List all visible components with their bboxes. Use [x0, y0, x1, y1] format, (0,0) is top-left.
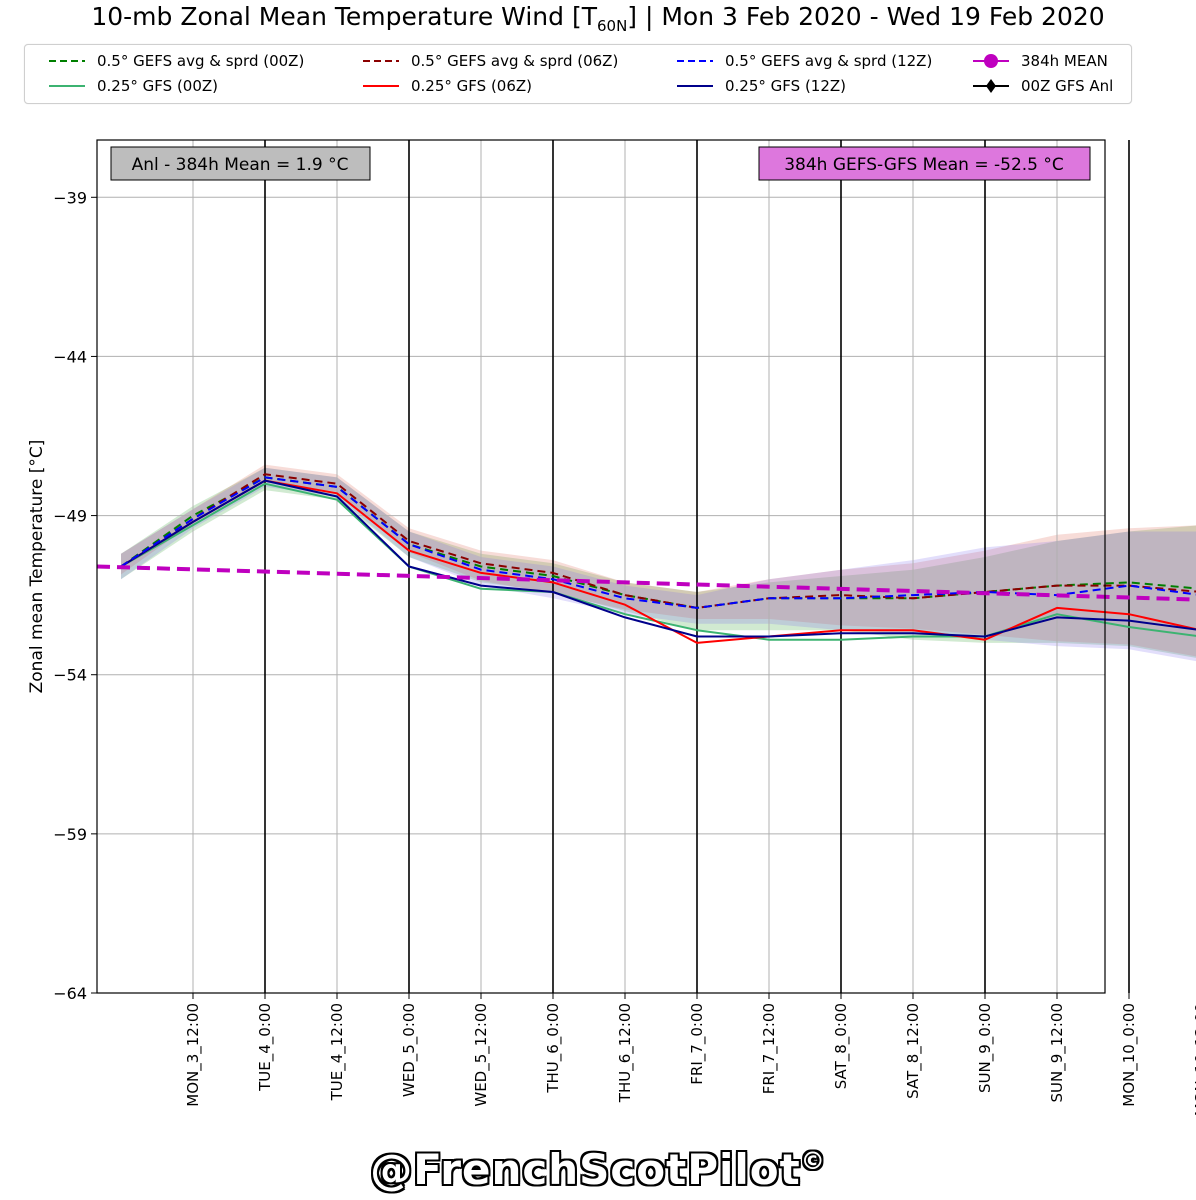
x-tick-label: FRI_7_12:00	[760, 1003, 779, 1094]
spread-bands	[121, 464, 1196, 662]
series-line	[120, 476, 1196, 609]
legend-label: 0.5° GEFS avg & sprd (12Z)	[725, 52, 933, 70]
legend-item: 00Z GFS Anl	[971, 75, 1113, 97]
x-tick-label: TUE_4_12:00	[328, 1003, 347, 1101]
legend-label: 384h MEAN	[1021, 52, 1108, 70]
annotation-box-anl	[110, 146, 371, 181]
legend-label: 0.25° GFS (00Z)	[97, 77, 219, 95]
legend-swatch	[363, 60, 399, 62]
annotation-anl-mean: Anl - 384h Mean = 1.9 °C	[132, 155, 349, 175]
watermark: @FrenchScotPilot©	[0, 1145, 1196, 1194]
y-tick-label: −54	[53, 666, 87, 685]
legend-label: 0.25° GFS (12Z)	[725, 77, 847, 95]
legend-swatch	[677, 85, 713, 87]
legend-label: 0.25° GFS (06Z)	[411, 77, 533, 95]
y-tick-label: −64	[53, 984, 87, 1003]
legend-item: 0.25° GFS (06Z)	[361, 75, 532, 97]
annotations: Anl - 384h Mean = 1.9 °C 384h GEFS-GFS Me…	[110, 146, 1091, 181]
legend-swatch	[973, 79, 1009, 93]
plot-frame	[96, 139, 1106, 994]
y-tick-label: −49	[53, 507, 87, 526]
legend-item: 384h MEAN	[971, 50, 1108, 72]
spread-band	[121, 464, 1196, 657]
legend-item: 0.5° GEFS avg & sprd (00Z)	[47, 50, 304, 72]
legend-swatch	[49, 60, 85, 62]
legend-swatch	[677, 60, 713, 62]
x-tick-label: THU_6_12:00	[616, 1003, 635, 1103]
annotation-box-gefs-gfs	[758, 146, 1091, 181]
legend-item: 0.25° GFS (00Z)	[47, 75, 218, 97]
copyright-mark: ©	[800, 1147, 826, 1175]
x-tick-label: SAT_8_12:00	[904, 1003, 923, 1099]
x-tick-label: FRI_7_0:00	[688, 1003, 707, 1085]
legend-swatch	[49, 85, 85, 87]
legend-label: 0.5° GEFS avg & sprd (06Z)	[411, 52, 619, 70]
series-line	[96, 564, 1196, 602]
series-line	[120, 473, 1196, 609]
series-line	[120, 476, 1196, 609]
x-tick-label: WED_5_12:00	[472, 1003, 491, 1107]
series-lines	[96, 473, 1196, 644]
x-tick-label: MON_10_12:00	[1192, 1003, 1196, 1116]
legend-item: 0.25° GFS (12Z)	[675, 75, 846, 97]
y-tick-label: −39	[53, 188, 87, 207]
title-suffix: ] | Mon 3 Feb 2020 - Wed 19 Feb 2020	[627, 2, 1105, 31]
legend-label: 0.5° GEFS avg & sprd (00Z)	[97, 52, 305, 70]
axes: −39 −44 −49 −54 −59 −64 Zonal mean Temperature…	[27, 139, 1196, 1116]
x-tick-label: THU_6_0:00	[544, 1003, 563, 1094]
title-prefix: 10-mb Zonal Mean Temperature Wind [T	[91, 2, 597, 31]
spread-band	[121, 467, 1196, 662]
legend: 0.5° GEFS avg & sprd (00Z) 0.5° GEFS avg …	[24, 44, 1132, 104]
annotation-gefs-gfs-mean: 384h GEFS-GFS Mean = -52.5 °C	[784, 155, 1064, 175]
x-tick-label: MON_3_12:00	[184, 1003, 203, 1107]
chart: −39 −44 −49 −54 −59 −64 Zonal mean Temperature…	[27, 139, 1196, 1116]
legend-label: 00Z GFS Anl	[1021, 77, 1114, 95]
x-tick-label: SAT_8_0:00	[832, 1003, 851, 1089]
x-tick-label: SUN_9_0:00	[976, 1003, 995, 1093]
x-tick-label: WED_5_0:00	[400, 1003, 419, 1097]
grid	[97, 140, 1130, 994]
watermark-text: @FrenchScotPilot	[370, 1145, 801, 1194]
y-axis-label: Zonal mean Temperature [°C]	[27, 440, 47, 694]
x-tick-label: MON_10_0:00	[1120, 1003, 1139, 1107]
y-tick-label: −44	[53, 347, 87, 366]
legend-item: 0.5° GEFS avg & sprd (12Z)	[675, 50, 932, 72]
title-subscript: 60N	[596, 17, 628, 35]
legend-swatch	[363, 85, 399, 87]
legend-swatch	[973, 54, 1009, 68]
x-tick-label: SUN_9_12:00	[1048, 1003, 1067, 1103]
x-tick-label: TUE_4_0:00	[256, 1003, 275, 1092]
series-line	[120, 479, 1196, 638]
y-tick-label: −59	[53, 825, 87, 844]
spread-band	[121, 467, 1196, 658]
legend-item: 0.5° GEFS avg & sprd (06Z)	[361, 50, 618, 72]
series-line	[120, 482, 1196, 641]
chart-title: 10-mb Zonal Mean Temperature Wind [T60N]…	[0, 2, 1196, 35]
